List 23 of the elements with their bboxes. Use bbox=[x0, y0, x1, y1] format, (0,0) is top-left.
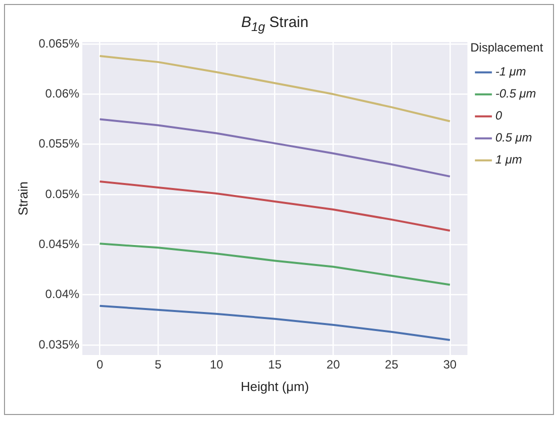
y-tick-label: 0.06% bbox=[45, 86, 80, 100]
y-axis-title: Strain bbox=[15, 182, 30, 216]
x-tick-label: 15 bbox=[268, 358, 282, 372]
legend-title: Displacement bbox=[470, 40, 544, 54]
y-tick-label: 0.04% bbox=[45, 287, 80, 302]
y-tick-label: 0.05% bbox=[45, 186, 80, 201]
x-tick-label: 30 bbox=[443, 358, 457, 372]
legend-label: 0.5 μm bbox=[495, 130, 532, 145]
y-tick-label: 0.065% bbox=[38, 36, 80, 50]
y-tick-label: 0.055% bbox=[38, 136, 80, 151]
y-tick-label: 0.045% bbox=[38, 236, 80, 251]
x-tick-label: 10 bbox=[210, 358, 224, 372]
x-tick-label: 20 bbox=[326, 358, 340, 372]
legend-label: -1 μm bbox=[495, 64, 526, 79]
x-tick-label: 0 bbox=[96, 358, 104, 372]
legend-label: -0.5 μm bbox=[495, 86, 536, 101]
x-tick-label: 5 bbox=[154, 358, 162, 372]
y-tick-label: 0.035% bbox=[38, 337, 80, 352]
x-axis-title: Height (μm) bbox=[240, 378, 309, 394]
x-tick-label: 25 bbox=[384, 358, 399, 372]
legend-label: 1 μm bbox=[495, 152, 522, 167]
legend-label: 0 bbox=[495, 108, 502, 123]
chart-title: B$_{1g}$ Strain bbox=[241, 14, 308, 34]
